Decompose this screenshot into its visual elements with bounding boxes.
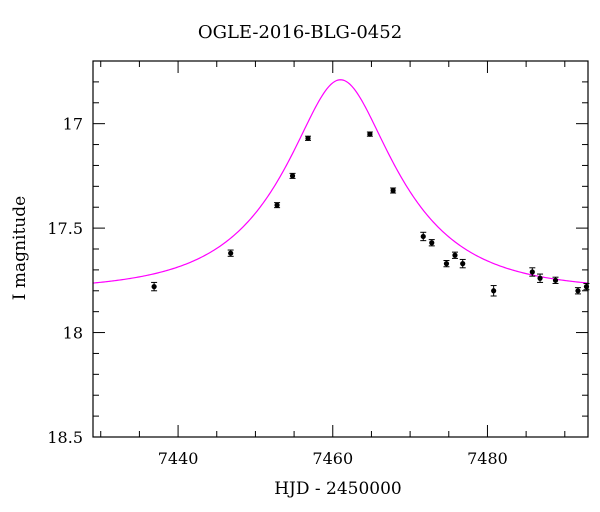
data-point-marker	[151, 284, 157, 290]
data-point-marker	[390, 187, 396, 194]
data-point-marker	[274, 202, 280, 208]
data-point-marker	[552, 277, 559, 283]
data-point	[490, 285, 497, 297]
data-point	[305, 135, 312, 141]
data-point	[537, 273, 544, 283]
data-point	[366, 131, 373, 137]
data-point-marker	[460, 261, 466, 267]
data-point-marker	[228, 250, 234, 256]
data-point	[390, 187, 397, 194]
data-point	[451, 251, 458, 259]
data-point-marker	[429, 240, 435, 246]
y-tick-label: 18	[63, 324, 83, 343]
y-tick-label: 17.5	[47, 219, 83, 238]
data-point-marker	[575, 288, 581, 294]
data-point	[529, 267, 536, 277]
data-point	[151, 281, 158, 292]
data-point	[227, 249, 234, 257]
x-tick-label: 7480	[467, 449, 508, 468]
data-point	[574, 287, 581, 295]
data-point	[428, 239, 435, 247]
data-point-marker	[305, 135, 311, 141]
data-point-marker	[529, 269, 535, 275]
y-tick-label: 18.5	[47, 428, 83, 447]
data-point	[289, 172, 296, 179]
x-axis-label: HJD - 2450000	[274, 479, 402, 499]
data-point	[552, 276, 559, 284]
x-tick-label: 7440	[158, 449, 199, 468]
y-axis-label: I magnitude	[10, 196, 30, 300]
data-point	[443, 259, 450, 268]
chart-title: OGLE-2016-BLG-0452	[197, 22, 403, 43]
data-point-marker	[452, 252, 458, 258]
model-curve	[92, 79, 589, 284]
data-point-marker	[420, 233, 426, 240]
x-tick-label: 7460	[312, 449, 353, 468]
data-point	[459, 258, 466, 269]
data-point-marker	[537, 275, 543, 281]
data-point-marker	[491, 288, 497, 294]
data-point-marker	[289, 173, 296, 179]
data-point	[274, 202, 281, 209]
data-point-marker	[443, 261, 450, 267]
plot-frame	[92, 60, 589, 438]
data-point	[420, 231, 427, 242]
y-tick-label: 17	[63, 115, 83, 134]
data-point-marker	[367, 131, 373, 137]
